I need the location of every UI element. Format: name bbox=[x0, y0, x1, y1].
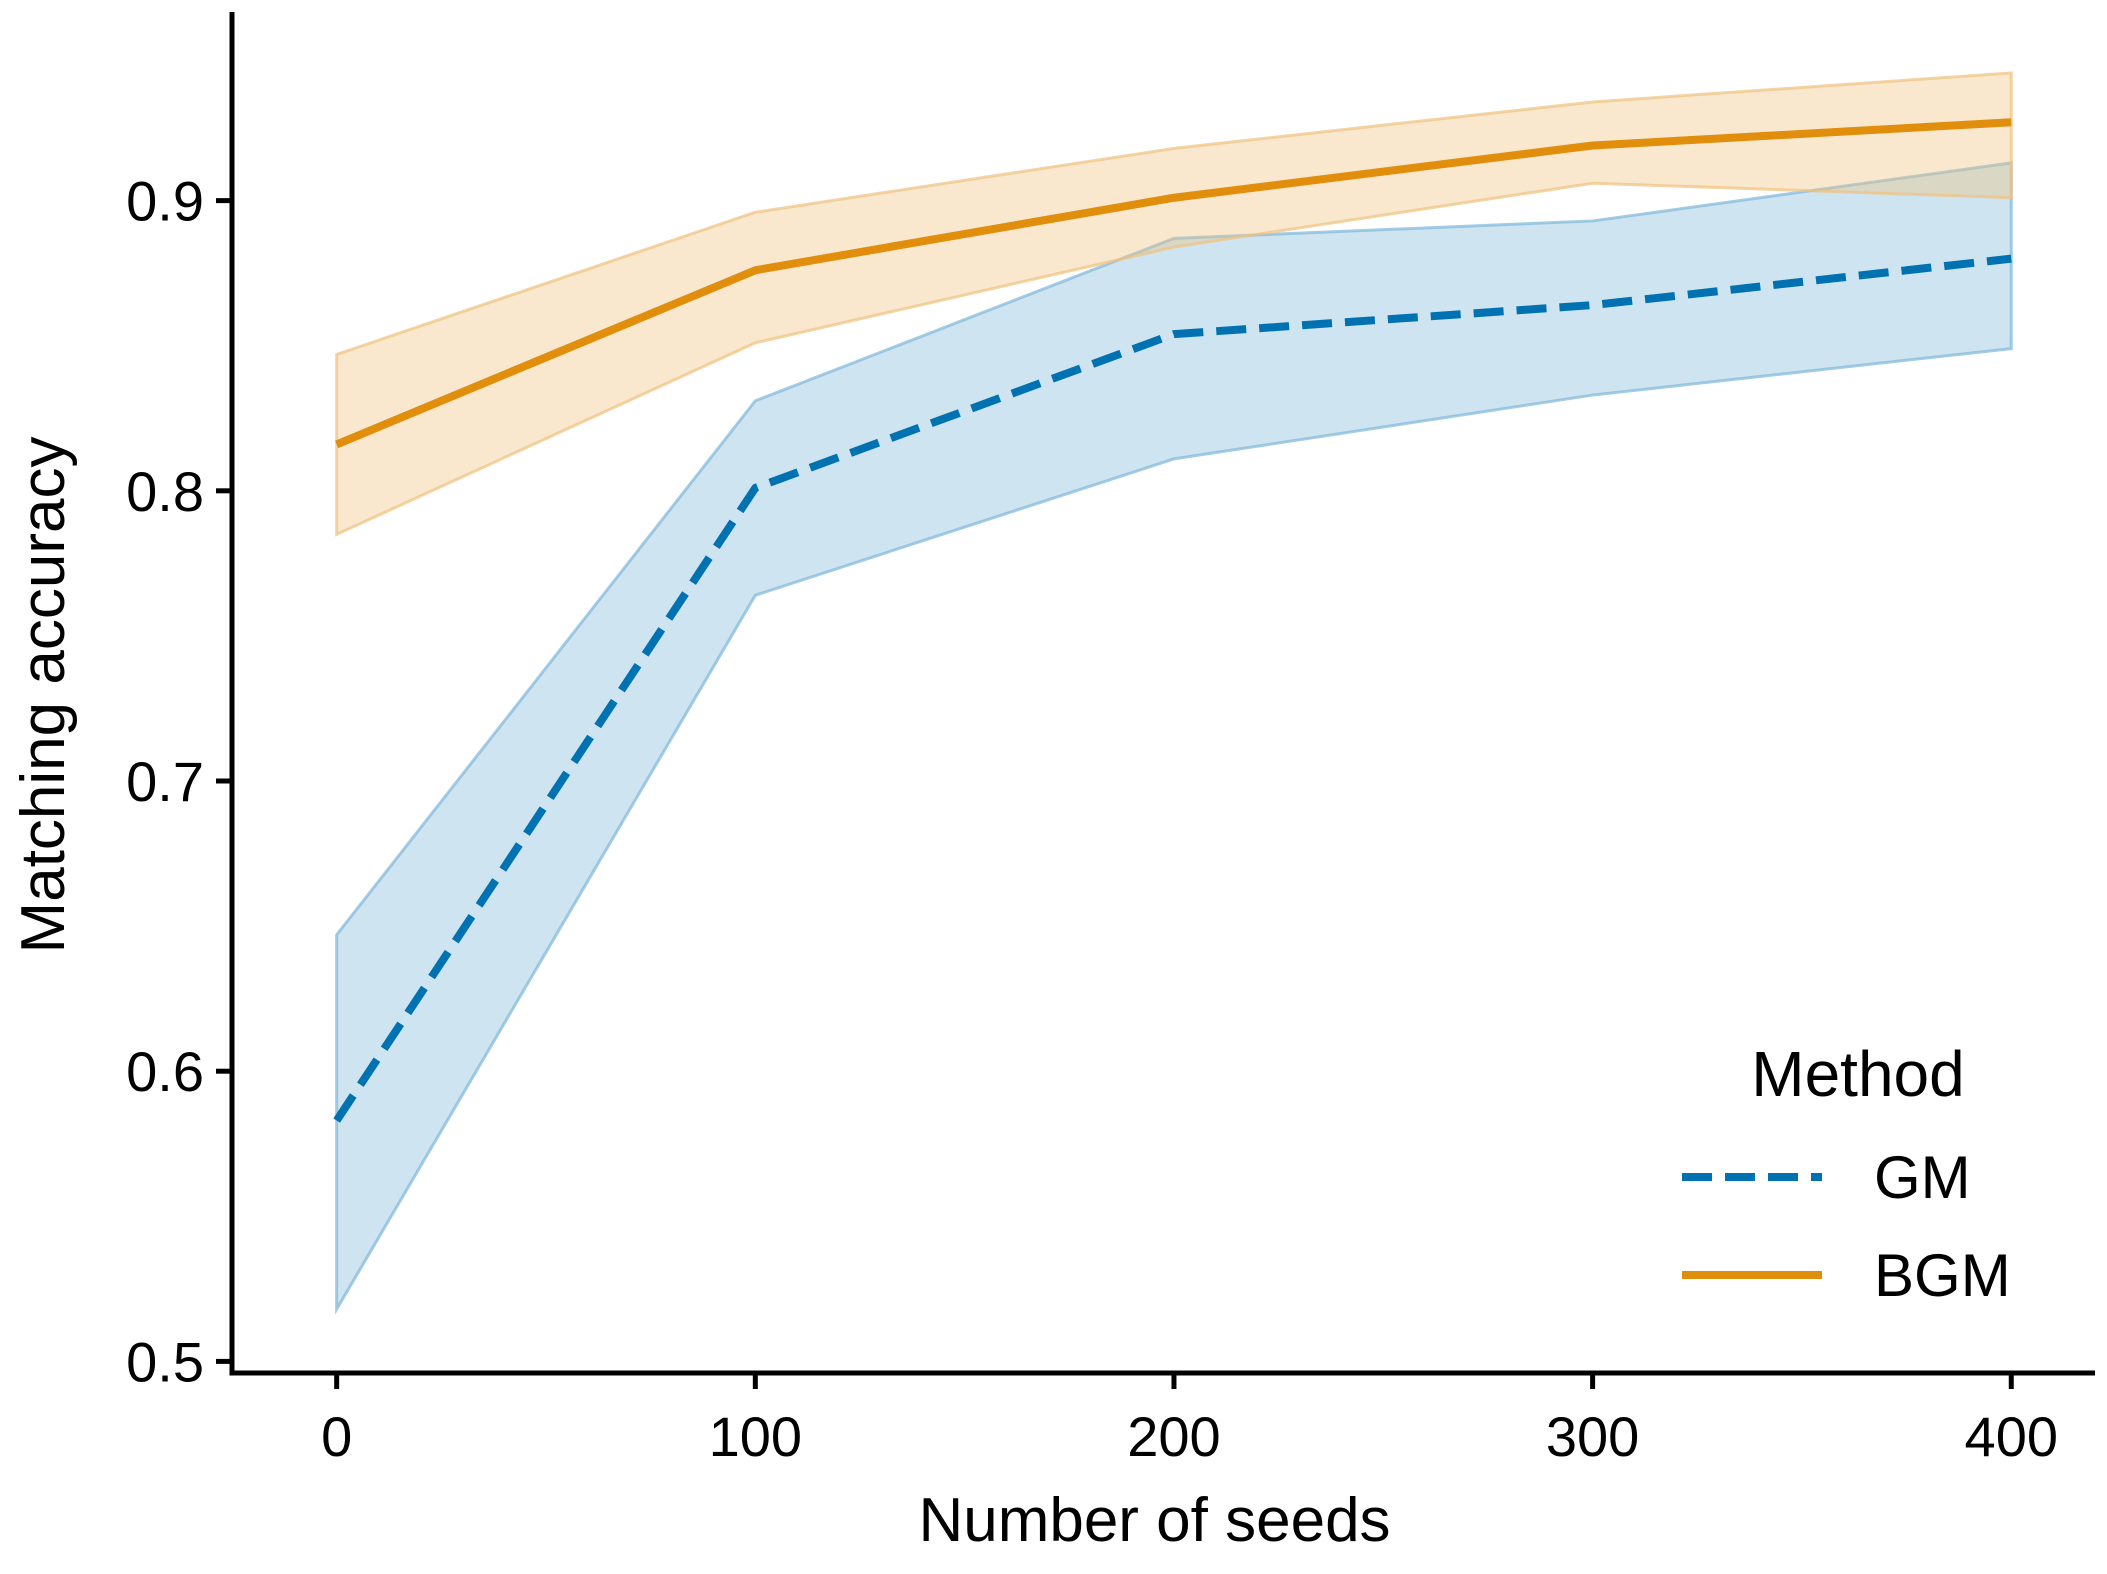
band-gm bbox=[335, 161, 2013, 1315]
series-line-bgm bbox=[335, 118, 2012, 449]
x-ticks: 0 100 200 300 400 bbox=[321, 1373, 2058, 1468]
y-ticks: 0.5 0.6 0.7 0.8 0.9 bbox=[126, 170, 232, 1393]
y-tick-label: 0.8 bbox=[126, 460, 204, 523]
legend-title: Method bbox=[1751, 1038, 1964, 1110]
x-tick-label: 300 bbox=[1546, 1405, 1639, 1468]
legend: Method GM BGM bbox=[1682, 1038, 2011, 1309]
legend-label-gm: GM bbox=[1874, 1144, 1971, 1211]
y-tick-label: 0.5 bbox=[126, 1330, 204, 1393]
x-axis-label: Number of seeds bbox=[918, 1486, 1390, 1555]
y-tick-label: 0.6 bbox=[126, 1040, 204, 1103]
series-line-gm bbox=[333, 254, 2012, 1123]
axes bbox=[229, 12, 2095, 1376]
series-lines bbox=[333, 118, 2012, 1123]
x-tick-label: 400 bbox=[1965, 1405, 2058, 1468]
x-tick-label: 0 bbox=[321, 1405, 352, 1468]
legend-label-bgm: BGM bbox=[1874, 1242, 2011, 1309]
x-tick-label: 100 bbox=[709, 1405, 802, 1468]
y-tick-label: 0.7 bbox=[126, 750, 204, 813]
confidence-bands bbox=[335, 71, 2013, 1315]
y-tick-label: 0.9 bbox=[126, 170, 204, 233]
y-axis-label: Matching accuracy bbox=[9, 437, 78, 954]
x-tick-label: 200 bbox=[1127, 1405, 1220, 1468]
